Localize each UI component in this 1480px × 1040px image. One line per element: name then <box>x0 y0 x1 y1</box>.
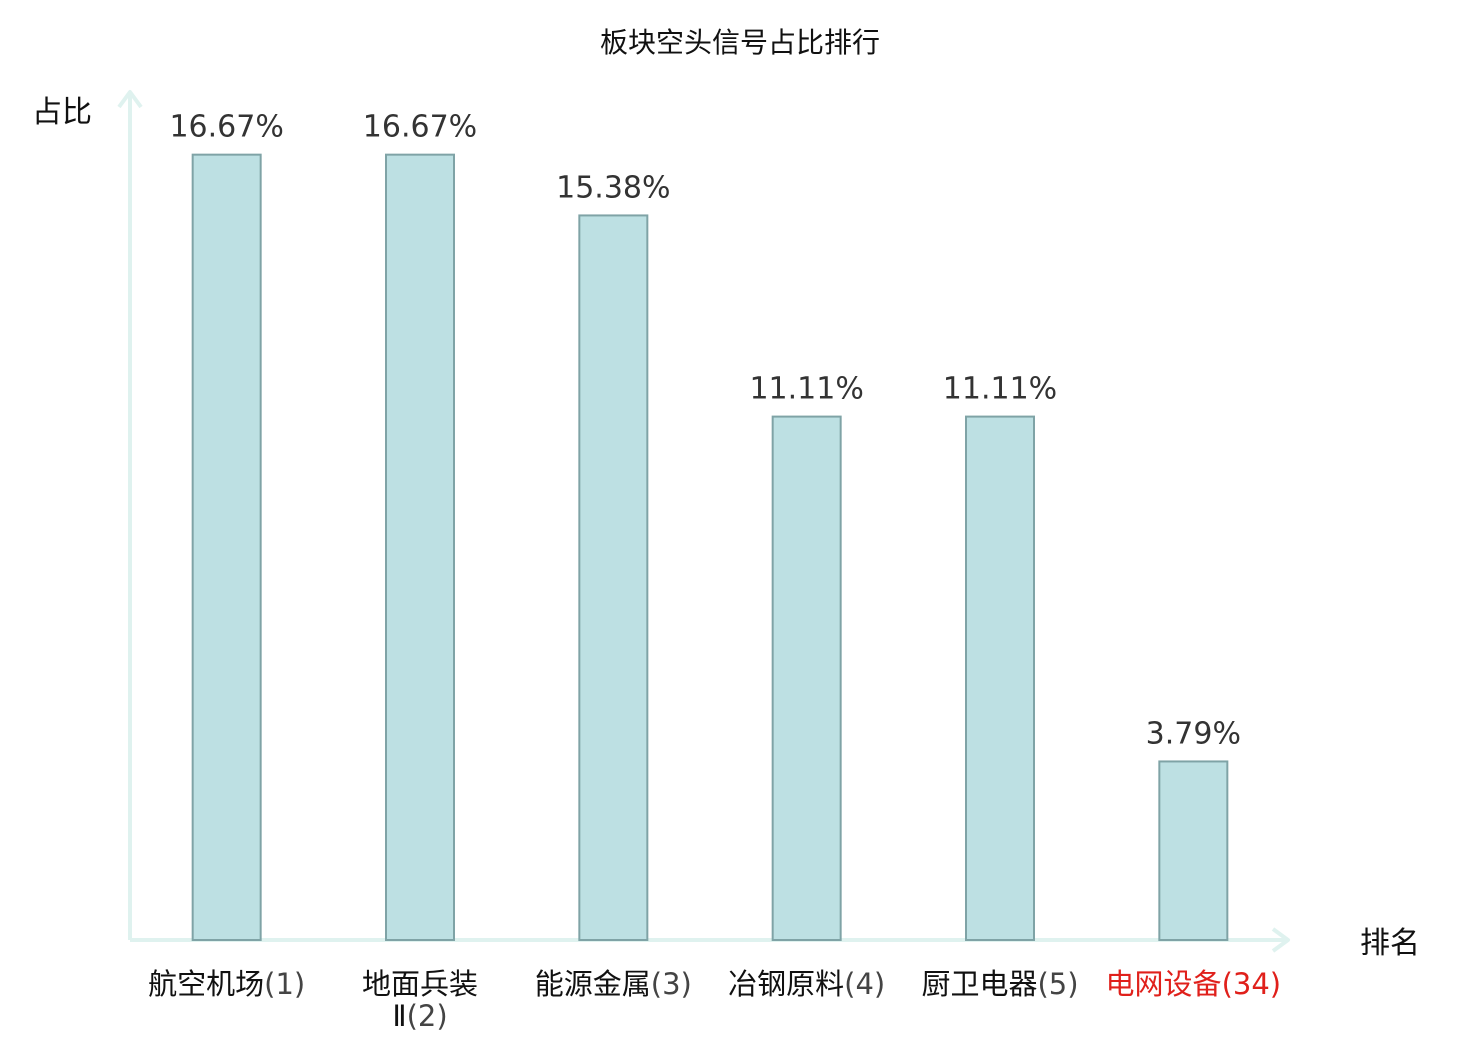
y-axis-arrow <box>117 90 143 109</box>
category-label-5: 厨卫电器(5) <box>921 967 1078 1001</box>
value-labels: 16.67% 16.67% 15.38% 11.11% 11.11% 3.79% <box>169 110 1241 752</box>
bars <box>191 153 1229 942</box>
value-label-1: 16.67% <box>169 110 283 145</box>
bar-4 <box>771 415 842 941</box>
category-label-2: 地面兵装 Ⅱ(2) <box>362 967 478 1033</box>
value-label-2: 16.67% <box>363 110 477 145</box>
category-labels: 航空机场(1) 地面兵装 Ⅱ(2) 能源金属(3) 冶钢原料(4) 厨卫电器(5) 电网设备… <box>148 967 1281 1033</box>
category-label-4: 冶钢原料(4) <box>728 967 885 1001</box>
x-axis-arrow <box>1271 927 1290 953</box>
category-label-6: 电网设备(34) <box>1106 967 1282 1001</box>
value-label-6: 3.79% <box>1146 716 1241 751</box>
bar-6 <box>1158 760 1229 942</box>
y-axis-label: 占比 <box>32 95 92 130</box>
x-axis-label: 排名 <box>1360 926 1420 961</box>
value-label-3: 15.38% <box>556 170 670 205</box>
bar-3 <box>578 214 649 942</box>
bar-1 <box>191 153 262 941</box>
value-label-4: 11.11% <box>749 372 863 407</box>
bar-5 <box>965 415 1035 941</box>
chart-title: 板块空头信号占比排行 <box>600 26 880 59</box>
category-label-1: 航空机场(1) <box>148 967 305 1001</box>
category-label-3: 能源金属(3) <box>535 967 692 1001</box>
axes <box>117 90 1290 953</box>
value-label-5: 11.11% <box>943 372 1057 407</box>
bar-2 <box>385 153 455 941</box>
